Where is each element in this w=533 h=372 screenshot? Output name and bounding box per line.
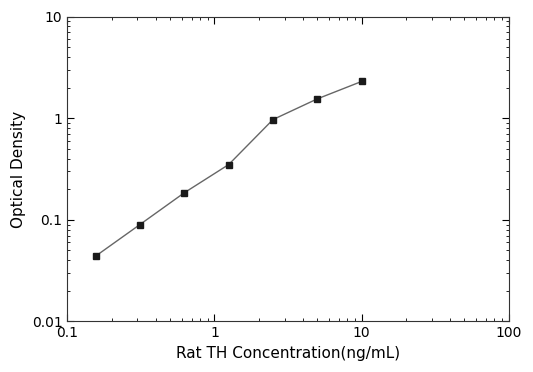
Y-axis label: Optical Density: Optical Density xyxy=(11,110,26,228)
X-axis label: Rat TH Concentration(ng/mL): Rat TH Concentration(ng/mL) xyxy=(176,346,400,361)
